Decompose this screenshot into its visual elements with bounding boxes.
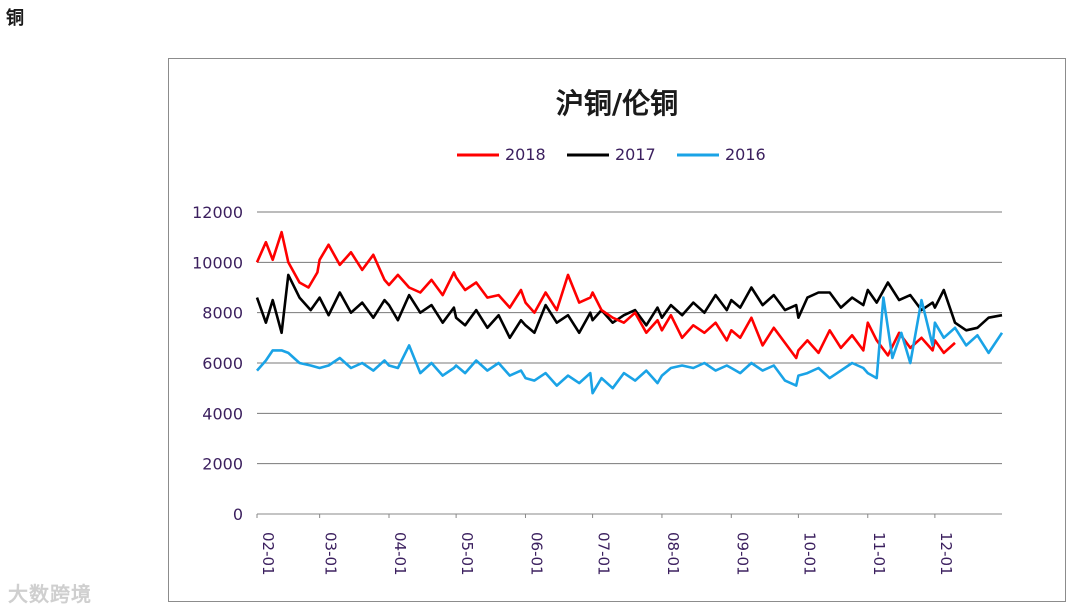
y-tick-label: 6000 [202, 354, 243, 373]
series-lines [255, 230, 1004, 395]
chart-title: 沪铜/伦铜 [556, 87, 678, 120]
y-tick-label: 12000 [192, 203, 243, 222]
y-tick-label: 2000 [202, 455, 243, 474]
x-tick-label: 07-01 [595, 532, 613, 576]
x-tick-label: 10-01 [800, 532, 818, 576]
series-line-2016 [256, 296, 1004, 395]
x-tick-label: 06-01 [527, 532, 545, 576]
x-tick-label: 09-01 [733, 532, 751, 576]
x-axis-labels: 02-01 03-01 04-01 05-01 06-01 07-01 08-01 09-01… [256, 514, 955, 576]
y-tick-label: 10000 [192, 253, 243, 272]
legend-label-2018: 2018 [505, 145, 546, 164]
x-tick-label: 12-01 [937, 532, 955, 576]
legend-label-2017: 2017 [615, 145, 656, 164]
x-tick-label: 05-01 [458, 532, 476, 576]
chart-svg: 沪铜/伦铜 2018 2017 2016 0 2000 4000 6000 8000 1000… [192, 87, 1004, 576]
x-tick-label: 08-01 [664, 532, 682, 576]
watermark: 大数跨境 [8, 582, 92, 606]
x-tick-label: 02-01 [259, 532, 277, 576]
legend-label-2016: 2016 [725, 145, 766, 164]
legend: 2018 2017 2016 [457, 145, 766, 164]
x-tick-label: 03-01 [322, 532, 340, 576]
y-tick-label: 4000 [202, 404, 243, 423]
series-line-2018 [255, 230, 956, 360]
page-heading: 铜 [6, 8, 24, 29]
y-axis-labels: 0 2000 4000 6000 8000 10000 12000 [192, 203, 243, 524]
x-tick-label: 04-01 [391, 532, 409, 576]
chart-frame: 沪铜/伦铜 2018 2017 2016 0 2000 4000 6000 8000 1000… [168, 58, 1066, 602]
y-tick-label: 8000 [202, 304, 243, 323]
grid-lines [257, 211, 1002, 515]
y-tick-label: 0 [233, 505, 243, 524]
series-line-2017 [255, 273, 1003, 340]
x-tick-label: 11-01 [870, 532, 888, 576]
